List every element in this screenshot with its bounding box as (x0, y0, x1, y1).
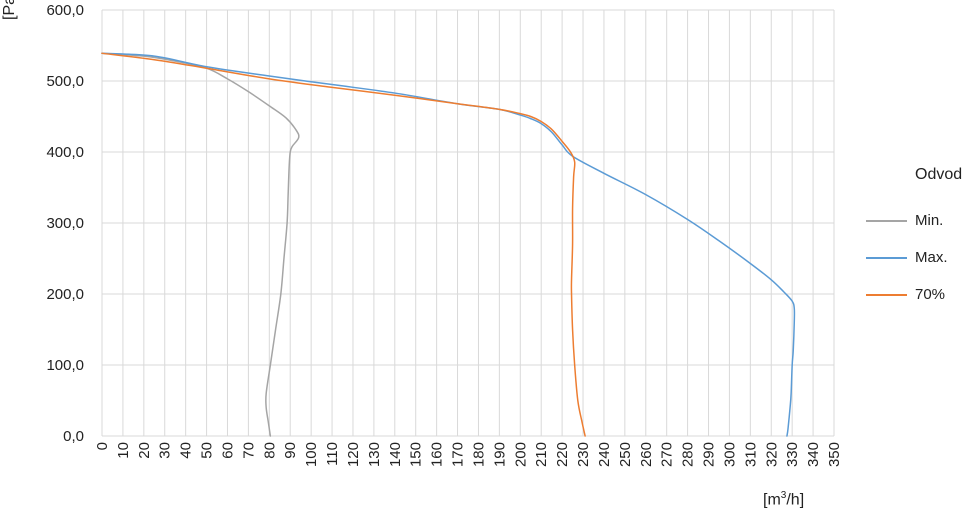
x-tick-label: 150 (408, 442, 425, 467)
x-tick-label: 140 (387, 442, 404, 467)
x-tick-label: 240 (596, 442, 613, 467)
x-tick-label: 190 (491, 442, 508, 467)
x-tick-label: 0 (94, 442, 111, 450)
x-axis-label: [m3/h] (763, 490, 805, 509)
x-tick-label: 350 (826, 442, 843, 467)
legend-item-max: Max. (866, 239, 971, 276)
x-tick-label: 310 (742, 442, 759, 467)
x-tick-label: 210 (533, 442, 550, 467)
legend-label-min: Min. (915, 212, 944, 229)
x-tick-label: 340 (805, 442, 822, 467)
x-tick-label: 70 (240, 442, 257, 459)
x-tick-label: 40 (178, 442, 195, 459)
legend-item-70: 70% (866, 276, 971, 313)
x-tick-label: 300 (721, 442, 738, 467)
x-tick-label: 230 (575, 442, 592, 467)
y-tick-label: 500,0 (46, 73, 84, 90)
x-tick-label: 110 (324, 442, 341, 466)
x-tick-label: 320 (763, 442, 780, 467)
legend-label-70: 70% (915, 286, 946, 303)
x-tick-label: 220 (554, 442, 571, 467)
legend-label-max: Max. (915, 249, 948, 266)
y-axis-label: [Pa] (1, 0, 18, 20)
legend-item-min: Min. (866, 202, 971, 239)
x-tick-label: 260 (638, 442, 655, 467)
x-tick-label: 170 (450, 442, 467, 467)
x-tick-label: 180 (470, 442, 487, 467)
y-tick-label: 300,0 (46, 215, 84, 232)
y-tick-label: 600,0 (46, 2, 84, 19)
x-tick-label: 250 (617, 442, 634, 467)
series-line-min (101, 52, 300, 437)
x-tick-label: 80 (261, 442, 278, 459)
x-tick-label: 10 (115, 442, 132, 459)
y-tick-label: 400,0 (46, 144, 84, 161)
legend: Odvod Min. Max. 70% (866, 166, 971, 313)
x-tick-label: 60 (219, 442, 236, 459)
legend-swatch-min (866, 219, 907, 222)
series-line-max (101, 52, 796, 437)
legend-swatch-max (866, 256, 907, 259)
x-tick-label: 30 (157, 442, 174, 459)
x-tick-label: 280 (680, 442, 697, 467)
y-tick-label: 100,0 (46, 357, 84, 374)
x-tick-label: 270 (659, 442, 676, 467)
x-tick-label: 100 (303, 442, 320, 467)
legend-title: Odvod (915, 166, 963, 183)
y-tick-label: 0,0 (63, 428, 84, 445)
x-tick-label: 160 (429, 442, 446, 467)
x-tick-label: 120 (345, 442, 362, 467)
legend-swatch-70 (866, 293, 907, 296)
x-tick-label: 130 (366, 442, 383, 467)
x-tick-label: 200 (512, 442, 529, 467)
x-tick-label: 20 (136, 442, 153, 459)
x-tick-label: 90 (282, 442, 299, 459)
y-tick-label: 200,0 (46, 286, 84, 303)
x-tick-label: 290 (701, 442, 718, 467)
x-tick-label: 50 (199, 442, 216, 459)
series-line-70 (101, 52, 586, 437)
x-tick-label: 330 (784, 442, 801, 467)
